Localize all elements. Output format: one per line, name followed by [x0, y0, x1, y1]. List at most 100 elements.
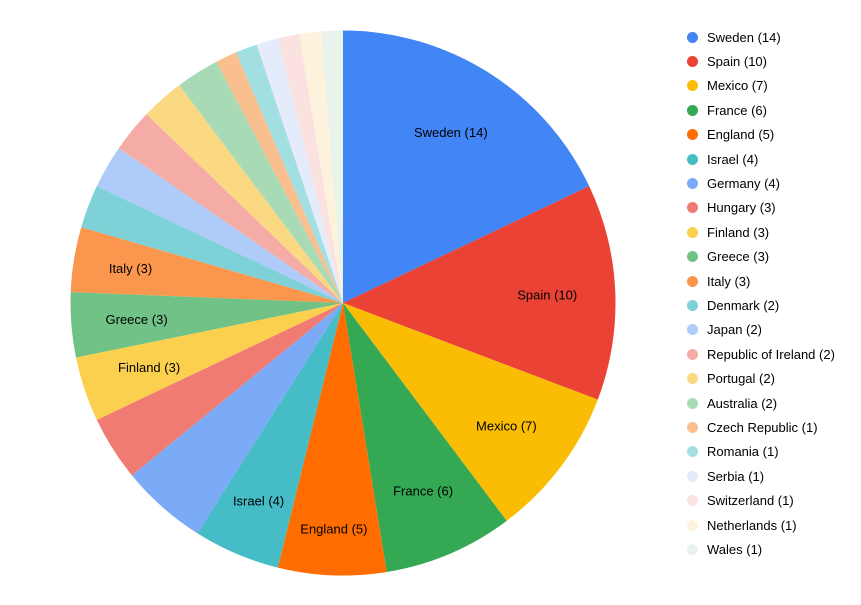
legend-label: Serbia (1): [707, 468, 765, 484]
legend-swatch-icon: [687, 446, 698, 458]
pie-slice-mexico[interactable]: [343, 303, 598, 521]
legend-label: Republic of Ireland (2): [707, 346, 835, 362]
legend-item-mexico: Mexico (7): [687, 74, 835, 98]
legend-item-england: England (5): [687, 123, 835, 147]
legend-label: Mexico (7): [707, 78, 768, 94]
legend-item-republic-of-ireland: Republic of Ireland (2): [687, 342, 835, 366]
legend-item-germany: Germany (4): [687, 171, 835, 195]
pie-slice-netherlands[interactable]: [299, 31, 343, 303]
legend-item-hungary: Hungary (3): [687, 196, 835, 220]
legend-label: Australia (2): [707, 395, 778, 411]
legend-swatch-icon: [687, 495, 698, 507]
legend-item-wales: Wales (1): [687, 537, 835, 561]
legend-swatch-icon: [687, 153, 698, 165]
legend-item-switzerland: Switzerland (1): [687, 488, 835, 512]
legend-swatch-icon: [687, 251, 698, 263]
legend-swatch-icon: [687, 324, 698, 336]
legend-item-netherlands: Netherlands (1): [687, 513, 835, 537]
legend-swatch-icon: [687, 373, 698, 385]
legend-label: Germany (4): [707, 176, 780, 192]
legend-item-denmark: Denmark (2): [687, 293, 835, 317]
legend-swatch-icon: [687, 348, 698, 360]
slice-label-israel: Israel (4): [233, 494, 284, 509]
legend-label: Sweden (14): [707, 29, 781, 45]
legend-label: Czech Republic (1): [707, 419, 818, 435]
legend-item-spain: Spain (10): [687, 49, 835, 73]
legend-label: England (5): [707, 127, 775, 143]
pie-slice-spain[interactable]: [343, 186, 616, 400]
slice-label-spain: Spain (10): [517, 287, 577, 302]
legend-label: Wales (1): [707, 541, 763, 557]
pie-slice-republic-of-ireland[interactable]: [118, 114, 344, 303]
legend-label: Israel (4): [707, 151, 759, 167]
pie-slice-denmark[interactable]: [81, 186, 343, 303]
legend-swatch-icon: [687, 80, 698, 92]
pie-slice-sweden[interactable]: [343, 30, 590, 304]
legend-label: Netherlands (1): [707, 517, 797, 533]
legend-swatch-icon: [687, 421, 698, 433]
legend-swatch-icon: [687, 299, 698, 311]
legend-swatch-icon: [687, 202, 698, 214]
pie-slice-hungary[interactable]: [96, 303, 343, 476]
legend-label: France (6): [707, 102, 767, 118]
pie-slice-portugal[interactable]: [146, 85, 343, 304]
legend-swatch-icon: [687, 519, 698, 531]
legend-swatch-icon: [687, 275, 698, 287]
legend-item-sweden: Sweden (14): [687, 25, 835, 49]
legend-item-australia: Australia (2): [687, 391, 835, 415]
legend-item-israel: Israel (4): [687, 147, 835, 171]
slice-label-england: England (5): [300, 522, 367, 537]
legend-label: Romania (1): [707, 444, 779, 460]
legend-swatch-icon: [687, 31, 698, 43]
pie-slice-romania[interactable]: [236, 44, 343, 304]
legend-swatch-icon: [687, 178, 698, 190]
pie-chart: Sweden (14) Spain (10) Mexico (7) France (6…: [70, 30, 616, 576]
legend-swatch-icon: [687, 129, 698, 141]
legend-item-greece: Greece (3): [687, 245, 835, 269]
pie-slice-finland[interactable]: [76, 303, 343, 420]
legend-label: Portugal (2): [707, 371, 775, 387]
pie-slice-england[interactable]: [277, 303, 387, 576]
legend-label: Italy (3): [707, 273, 751, 289]
legend-label: Spain (10): [707, 54, 767, 70]
pie-slice-serbia[interactable]: [256, 38, 343, 304]
legend-item-portugal: Portugal (2): [687, 366, 835, 390]
legend-label: Japan (2): [707, 322, 762, 338]
legend-swatch-icon: [687, 397, 698, 409]
legend-swatch-icon: [687, 226, 698, 238]
pie-slice-japan[interactable]: [96, 148, 343, 303]
legend-item-italy: Italy (3): [687, 269, 835, 293]
slice-label-sweden: Sweden (14): [414, 125, 488, 140]
pie-slice-australia[interactable]: [179, 61, 343, 304]
legend-item-serbia: Serbia (1): [687, 464, 835, 488]
pie-slice-greece[interactable]: [70, 292, 343, 358]
slice-label-france: France (6): [393, 484, 453, 499]
legend-label: Denmark (2): [707, 297, 780, 313]
legend-label: Finland (3): [707, 224, 770, 240]
chart-legend: Sweden (14) Spain (10) Mexico (7) France (6…: [687, 25, 835, 562]
legend-swatch-icon: [687, 543, 698, 555]
legend-item-finland: Finland (3): [687, 220, 835, 244]
legend-item-japan: Japan (2): [687, 318, 835, 342]
pie-slice-switzerland[interactable]: [277, 34, 343, 303]
legend-item-romania: Romania (1): [687, 440, 835, 464]
slice-label-italy: Italy (3): [109, 261, 152, 276]
legend-label: Switzerland (1): [707, 493, 794, 509]
legend-swatch-icon: [687, 56, 698, 68]
legend-swatch-icon: [687, 470, 698, 482]
slice-label-greece: Greece (3): [106, 312, 168, 327]
legend-swatch-icon: [687, 104, 698, 116]
pie-slice-france[interactable]: [343, 303, 507, 572]
legend-label: Hungary (3): [707, 200, 776, 216]
slice-label-finland: Finland (3): [118, 360, 180, 375]
pie-slice-wales[interactable]: [321, 30, 343, 303]
pie-slice-italy[interactable]: [70, 227, 343, 303]
pie-slice-czech-republic[interactable]: [216, 52, 343, 304]
pie-slice-israel[interactable]: [197, 303, 343, 568]
legend-item-france: France (6): [687, 98, 835, 122]
legend-label: Greece (3): [707, 249, 770, 265]
slice-label-mexico: Mexico (7): [476, 418, 537, 433]
legend-item-czech-republic: Czech Republic (1): [687, 415, 835, 439]
pie-slice-germany[interactable]: [131, 303, 343, 534]
